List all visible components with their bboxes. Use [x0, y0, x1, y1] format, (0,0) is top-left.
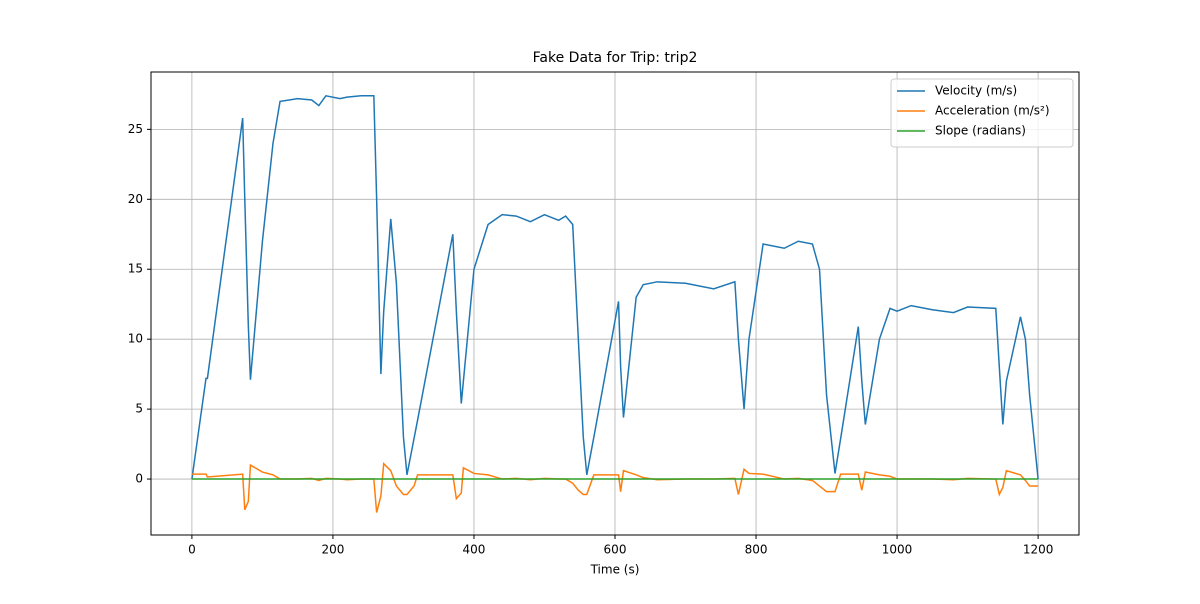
x-tick-label: 200 — [321, 543, 344, 557]
legend-box — [890, 78, 1074, 148]
legend-label: Slope (radians) — [935, 124, 1026, 138]
x-tick-label: 400 — [463, 543, 486, 557]
legend-label: Velocity (m/s) — [935, 84, 1017, 98]
x-tick-label: 800 — [745, 543, 768, 557]
x-tick-label: 0 — [188, 543, 196, 557]
y-tick-label: 20 — [128, 192, 143, 206]
y-tick-label: 10 — [128, 332, 143, 346]
x-axis-label: Time (s) — [590, 563, 640, 577]
series-line — [191, 94, 1039, 480]
chart-title: Fake Data for Trip: trip2 — [533, 50, 698, 66]
x-tick-label: 1000 — [882, 543, 913, 557]
y-tick-label: 15 — [128, 262, 143, 276]
x-tick-label: 600 — [604, 543, 627, 557]
y-tick-label: 5 — [135, 402, 143, 416]
plot-frame — [150, 71, 1080, 536]
y-tick-label: 25 — [128, 122, 143, 136]
y-tick-label: 0 — [135, 472, 143, 486]
x-tick-label: 1200 — [1023, 543, 1054, 557]
legend-label: Acceleration (m/s²) — [935, 104, 1050, 118]
